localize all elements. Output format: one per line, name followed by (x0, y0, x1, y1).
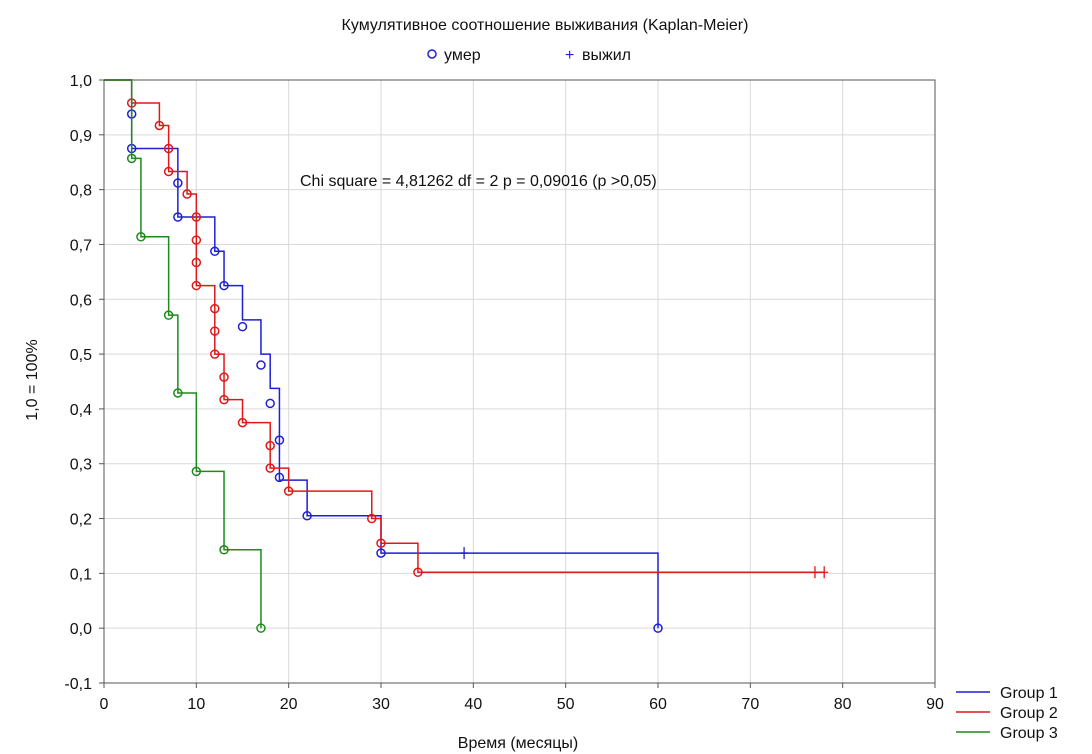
death-marker (237, 321, 248, 332)
legend-label-group-3: Group 3 (1000, 725, 1058, 742)
y-tick-label: -0,1 (64, 676, 92, 693)
censored-marker-icon: + (565, 47, 574, 64)
chart-title: Кумулятивное соотношение выживания (Kapl… (342, 17, 749, 34)
death-marker (274, 472, 285, 483)
survival-curve-2 (104, 79, 825, 574)
series-group-2 (104, 79, 829, 579)
death-marker (191, 235, 202, 245)
death-marker (154, 120, 165, 131)
legend-label-group-2: Group 2 (1000, 705, 1058, 722)
y-tick-label: 0,9 (70, 128, 92, 145)
died-marker-icon (427, 49, 437, 59)
x-tick-label: 40 (464, 696, 482, 713)
death-marker (413, 567, 423, 578)
death-marker (210, 326, 220, 336)
grid (104, 80, 935, 683)
censored-marker (460, 547, 469, 560)
death-marker (210, 303, 220, 314)
death-marker (210, 349, 220, 359)
death-marker (173, 212, 183, 222)
marker-legend: умер + выжил (427, 47, 631, 64)
death-marker (219, 372, 229, 382)
y-axis-label: 1,0 = 100% (24, 339, 41, 420)
axis-ticks: 0 10 20 30 40 50 60 70 80 90 -0,1 0,0 0,1 0,2 0,3 0,4 0,… (64, 73, 944, 713)
survival-curve-3 (104, 79, 262, 629)
death-marker (136, 232, 146, 242)
death-marker (653, 623, 663, 633)
x-tick-label: 60 (649, 696, 667, 713)
y-tick-label: 0,8 (70, 183, 92, 200)
death-marker (210, 246, 220, 257)
series-group-1 (104, 79, 663, 633)
survival-curve-1 (104, 79, 659, 629)
x-tick-label: 80 (834, 696, 852, 713)
censored-marker (810, 566, 819, 579)
y-tick-label: 0,2 (70, 512, 92, 529)
x-tick-label: 90 (926, 696, 944, 713)
death-marker (283, 486, 294, 496)
death-marker (163, 310, 174, 320)
death-marker (163, 166, 174, 177)
death-marker (173, 388, 183, 398)
death-marker (265, 463, 275, 473)
censored-marker (820, 566, 829, 579)
death-marker (376, 538, 386, 548)
death-marker (163, 143, 174, 154)
death-marker (191, 280, 202, 291)
died-marker-label: умер (444, 47, 481, 64)
x-axis-label: Время (месяцы) (458, 735, 578, 752)
death-marker (126, 153, 137, 164)
death-marker (256, 360, 266, 370)
y-tick-label: 0,3 (70, 457, 92, 474)
death-marker (237, 417, 248, 428)
death-marker (219, 280, 229, 291)
series-group-3 (104, 79, 266, 633)
y-tick-label: 0,0 (70, 621, 92, 638)
x-tick-label: 20 (280, 696, 298, 713)
group-legend: Group 1 Group 2 Group 3 (956, 685, 1058, 742)
death-marker (182, 189, 192, 199)
legend-label-group-1: Group 1 (1000, 685, 1058, 702)
death-marker (219, 545, 229, 555)
y-tick-label: 0,6 (70, 292, 92, 309)
death-marker (302, 511, 312, 521)
death-marker (376, 548, 386, 558)
censored-marker-label: выжил (582, 47, 631, 64)
x-tick-label: 30 (372, 696, 390, 713)
death-marker (256, 623, 266, 633)
death-marker (219, 394, 229, 405)
death-marker (191, 257, 202, 268)
y-tick-label: 0,5 (70, 347, 92, 364)
series-layer (104, 79, 829, 633)
death-marker (191, 212, 202, 222)
y-tick-label: 0,1 (70, 566, 92, 583)
death-marker (265, 440, 275, 451)
x-tick-label: 50 (557, 696, 575, 713)
death-marker (274, 435, 285, 445)
death-marker (265, 398, 275, 409)
chi-square-annotation: Chi square = 4,81262 df = 2 p = 0,09016 … (300, 173, 657, 190)
death-marker (173, 178, 183, 188)
x-tick-label: 70 (741, 696, 759, 713)
death-marker (191, 466, 202, 477)
y-tick-label: 0,4 (70, 402, 92, 419)
plot-frame (103, 79, 936, 684)
x-tick-label: 0 (100, 696, 109, 713)
y-tick-label: 0,7 (70, 237, 92, 254)
x-tick-label: 10 (187, 696, 205, 713)
death-marker (367, 513, 377, 524)
y-tick-label: 1,0 (70, 73, 92, 90)
